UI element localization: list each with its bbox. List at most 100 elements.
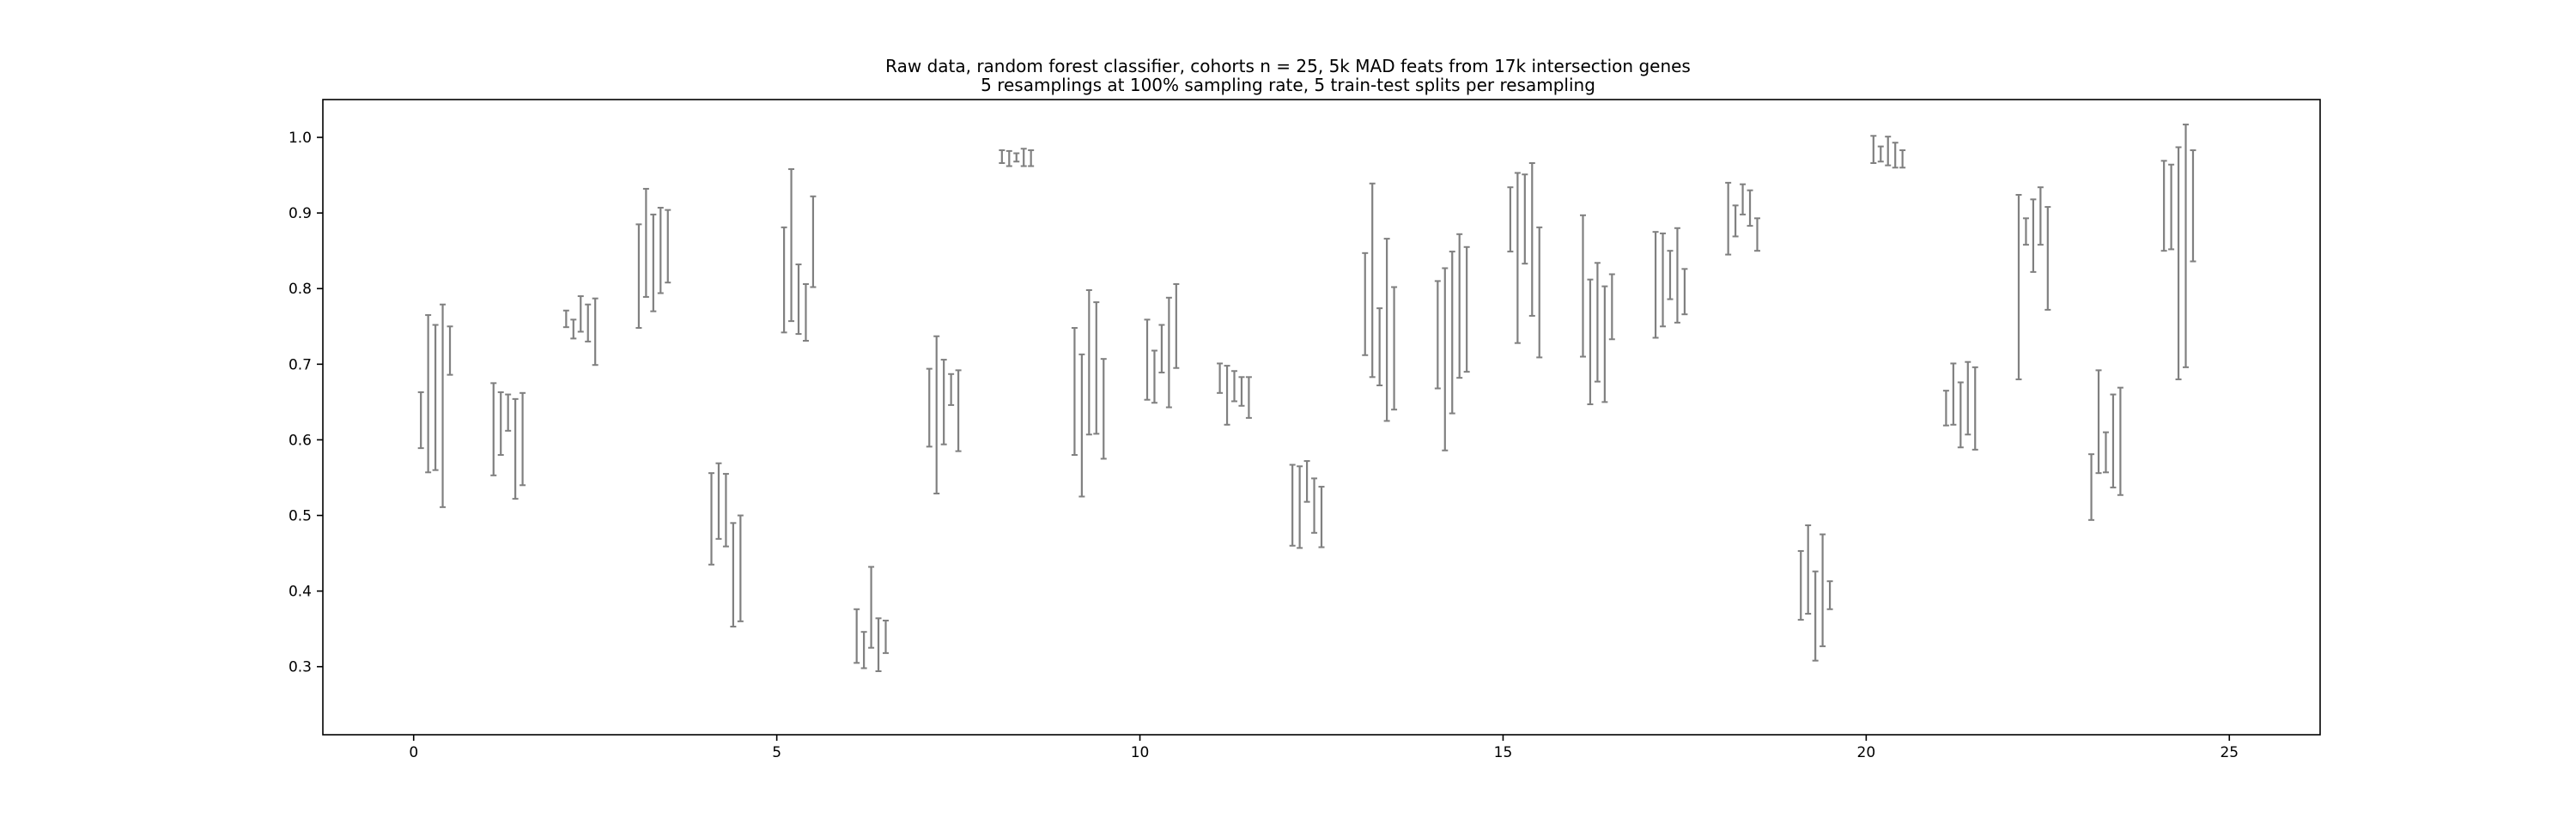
cohort-group-22 (2015, 186, 2051, 380)
errorbar (795, 264, 802, 336)
errorbar (562, 309, 569, 329)
errorbar (490, 382, 497, 476)
errorbar (1870, 135, 1877, 164)
errorbar (1536, 226, 1543, 359)
errorbar (737, 514, 744, 622)
errorbar (425, 314, 432, 474)
errorbar (1507, 186, 1514, 253)
y-tick-label: 0.7 (289, 356, 312, 373)
errorbar (1747, 189, 1753, 227)
errorbar (657, 206, 664, 294)
cohort-group-10 (1144, 282, 1180, 409)
x-tick-label: 15 (1494, 744, 1513, 761)
errorbar (1224, 365, 1230, 426)
errorbar (1957, 381, 1964, 449)
errorbar (715, 462, 722, 540)
errorbar (447, 325, 453, 376)
y-tick-label: 0.4 (289, 584, 312, 601)
errorbar (2160, 160, 2167, 252)
errorbar (788, 168, 795, 323)
errorbar (875, 617, 882, 672)
x-axis: 0 5 10 15 20 25 (409, 735, 2239, 761)
errorbar (1289, 464, 1296, 547)
errorbar (1318, 486, 1325, 548)
errorbar (1144, 318, 1151, 401)
cohort-group-0 (417, 303, 453, 508)
chart-title: Raw data, random forest classifier, coho… (885, 56, 1691, 76)
errorbar (1674, 227, 1680, 324)
errorbar (1238, 376, 1245, 407)
errorbar (1376, 307, 1383, 386)
x-tick-label: 5 (772, 744, 781, 761)
errorbar (2117, 386, 2123, 496)
cohort-group-1 (490, 382, 526, 500)
errorbar (1826, 580, 1833, 610)
errorbar (642, 187, 649, 298)
errorbar (1362, 251, 1369, 356)
errorbar (2190, 149, 2196, 263)
errorbar (2022, 217, 2029, 246)
errorbar (802, 282, 809, 342)
errorbar (1812, 570, 1819, 662)
x-tick-label: 20 (1857, 744, 1876, 761)
errorbar (570, 318, 577, 340)
cohort-group-4 (708, 462, 744, 628)
errorbar (1456, 233, 1463, 379)
errorbar (708, 472, 715, 566)
y-tick-label: 0.5 (289, 508, 312, 525)
y-tick-label: 0.6 (289, 432, 312, 449)
errorbar (1013, 152, 1020, 163)
errorbar (1594, 262, 1601, 383)
errorbar (1151, 349, 1157, 404)
errorbar (497, 391, 504, 457)
errorbar (1942, 390, 1949, 427)
errorbar (722, 473, 729, 548)
x-tick-label: 10 (1131, 744, 1150, 761)
cohort-group-6 (854, 566, 890, 672)
cohort-group-2 (562, 295, 598, 367)
cohort-group-21 (1942, 360, 1978, 451)
cohort-group-19 (1797, 524, 1833, 662)
errorbar (1601, 285, 1608, 403)
errorbar (955, 369, 962, 452)
errorbar (2044, 206, 2051, 311)
errorbar (1028, 149, 1035, 167)
errorbar (1725, 181, 1732, 256)
errorbar (585, 303, 592, 342)
cohort-group-23 (2088, 369, 2123, 521)
cohort-group-7 (926, 335, 962, 494)
errorbar (1311, 477, 1318, 534)
errorbar (810, 195, 817, 288)
cohort-group-17 (1652, 227, 1688, 339)
errorbar (1071, 327, 1078, 457)
errorbar (2095, 369, 2102, 475)
errorbar (1383, 238, 1390, 422)
errorbar (1587, 278, 1594, 406)
errorbar (1971, 366, 1978, 451)
errorbar (1965, 360, 1971, 436)
cohort-group-11 (1217, 362, 1252, 426)
errorbar (1217, 362, 1224, 394)
errorbar (2102, 431, 2109, 474)
errorbar (2175, 146, 2182, 380)
cohort-group-18 (1725, 181, 1760, 256)
y-tick-label: 0.8 (289, 281, 312, 298)
errorbar (1805, 524, 1812, 615)
errorbar (1158, 324, 1165, 374)
errorbar (1877, 145, 1884, 163)
errorbar (1514, 172, 1521, 344)
errorbar (1093, 301, 1100, 435)
errorbar (1369, 182, 1376, 379)
errorbar-series (417, 124, 2196, 672)
errorbar (1753, 217, 1760, 252)
cohort-group-13 (1362, 182, 1398, 422)
errorbar (2183, 124, 2190, 368)
errorbar (432, 324, 439, 471)
cohort-group-12 (1289, 460, 1325, 549)
errorbar (1442, 267, 1449, 451)
x-tick-label: 0 (409, 744, 418, 761)
errorbar (1608, 273, 1615, 341)
errorbar (1740, 183, 1747, 215)
cohort-group-14 (1434, 233, 1470, 451)
errorbar (1303, 460, 1310, 503)
